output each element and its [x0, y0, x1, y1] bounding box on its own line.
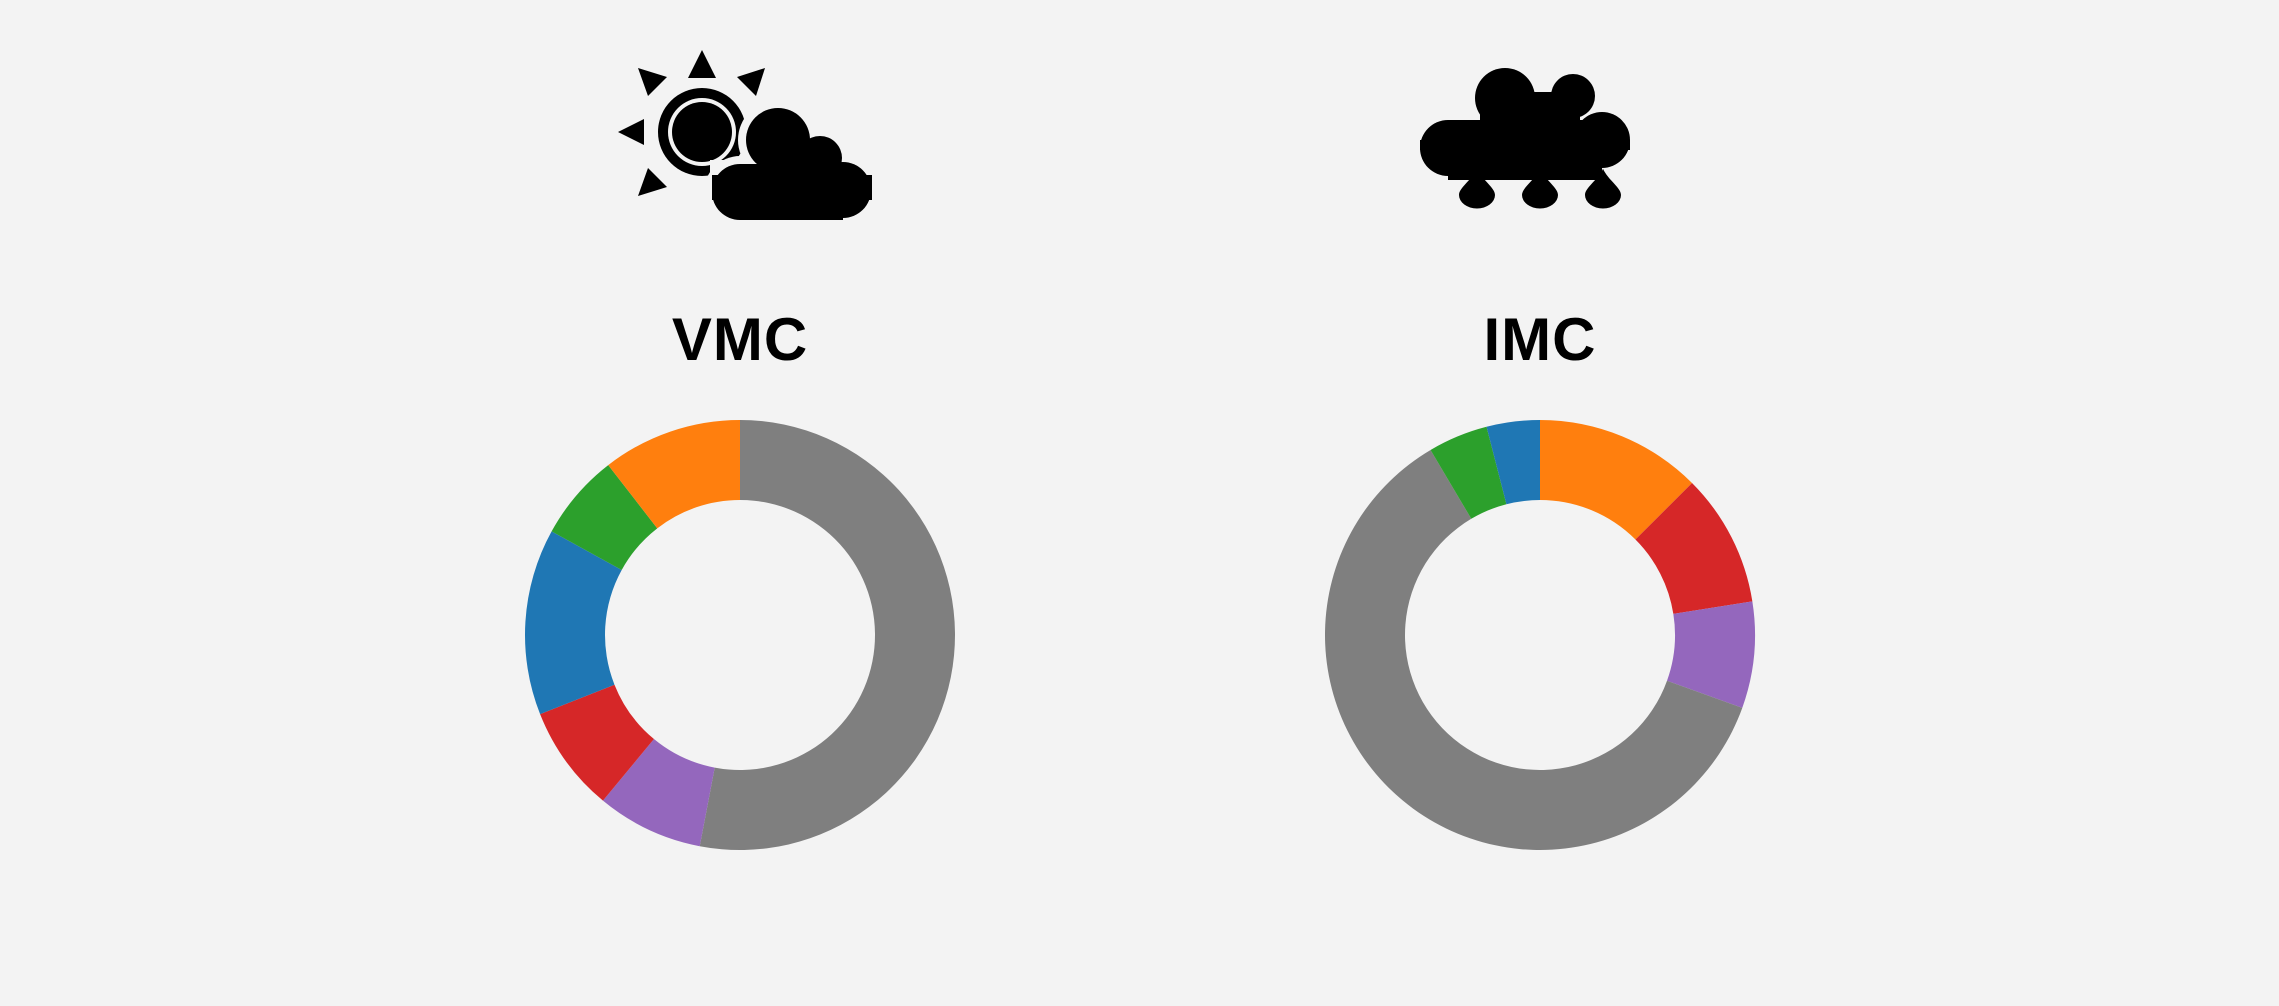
vmc-slice-1 [602, 739, 715, 847]
vmc-slice-2 [540, 684, 654, 801]
imc-slice-1 [1635, 482, 1753, 614]
imc-slice-0 [1540, 420, 1693, 540]
vmc-donut-chart [525, 420, 956, 850]
imc-panel: IMC [1190, 0, 1890, 1006]
imc-slice-5 [1486, 420, 1540, 505]
imc-slice-2 [1667, 601, 1755, 708]
vmc-panel: VMC [390, 0, 1090, 1006]
vmc-slice-3 [525, 531, 622, 715]
vmc-slice-5 [608, 420, 740, 529]
imc-slice-4 [1430, 426, 1507, 519]
imc-slice-3 [1325, 449, 1743, 850]
vmc-slice-4 [551, 465, 658, 570]
vmc-title: VMC [671, 306, 809, 373]
rain-cloud-icon [1420, 68, 1630, 209]
sun-behind-cloud-icon [618, 50, 879, 228]
vmc-slice-0 [699, 420, 956, 850]
imc-title: IMC [1483, 306, 1597, 373]
imc-donut-chart [1325, 420, 1755, 850]
